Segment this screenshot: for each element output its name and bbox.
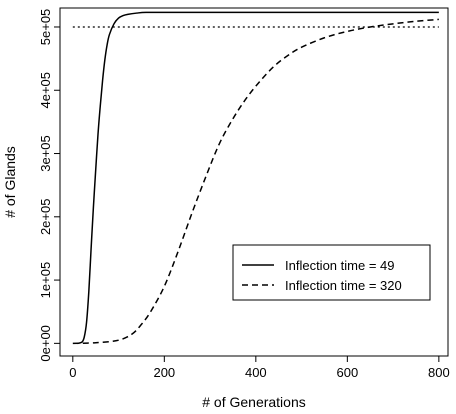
x-tick-label: 400 xyxy=(245,365,267,380)
y-axis-title: # of Glands xyxy=(2,146,18,218)
series-layer xyxy=(72,11,439,345)
x-tick-label: 0 xyxy=(69,365,76,380)
y-tick-label: 4e+05 xyxy=(38,72,53,109)
y-tick-label: 5e+05 xyxy=(38,9,53,46)
y-tick-label: 3e+05 xyxy=(38,135,53,172)
legend-label-series-2: Inflection time = 320 xyxy=(285,278,402,293)
legend-box xyxy=(232,244,431,301)
x-axis: 0 200 400 600 800 xyxy=(69,356,450,380)
legend-label-series-1: Inflection time = 49 xyxy=(285,258,394,273)
x-tick-label: 600 xyxy=(336,365,358,380)
series-line-1 xyxy=(77,11,439,345)
y-tick-label: 2e+05 xyxy=(38,199,53,236)
y-tick-label: 1e+05 xyxy=(38,262,53,299)
y-tick-label: 0e+00 xyxy=(38,325,53,362)
legend: Inflection time = 49 Inflection time = 3… xyxy=(232,244,431,301)
x-tick-label: 200 xyxy=(153,365,175,380)
x-tick-label: 800 xyxy=(428,365,450,380)
y-axis: 0e+00 1e+05 2e+05 3e+05 4e+05 5e+05 xyxy=(38,9,60,362)
x-axis-title: # of Generations xyxy=(202,394,306,410)
series-line-2 xyxy=(72,18,439,345)
plot-frame xyxy=(59,7,449,357)
